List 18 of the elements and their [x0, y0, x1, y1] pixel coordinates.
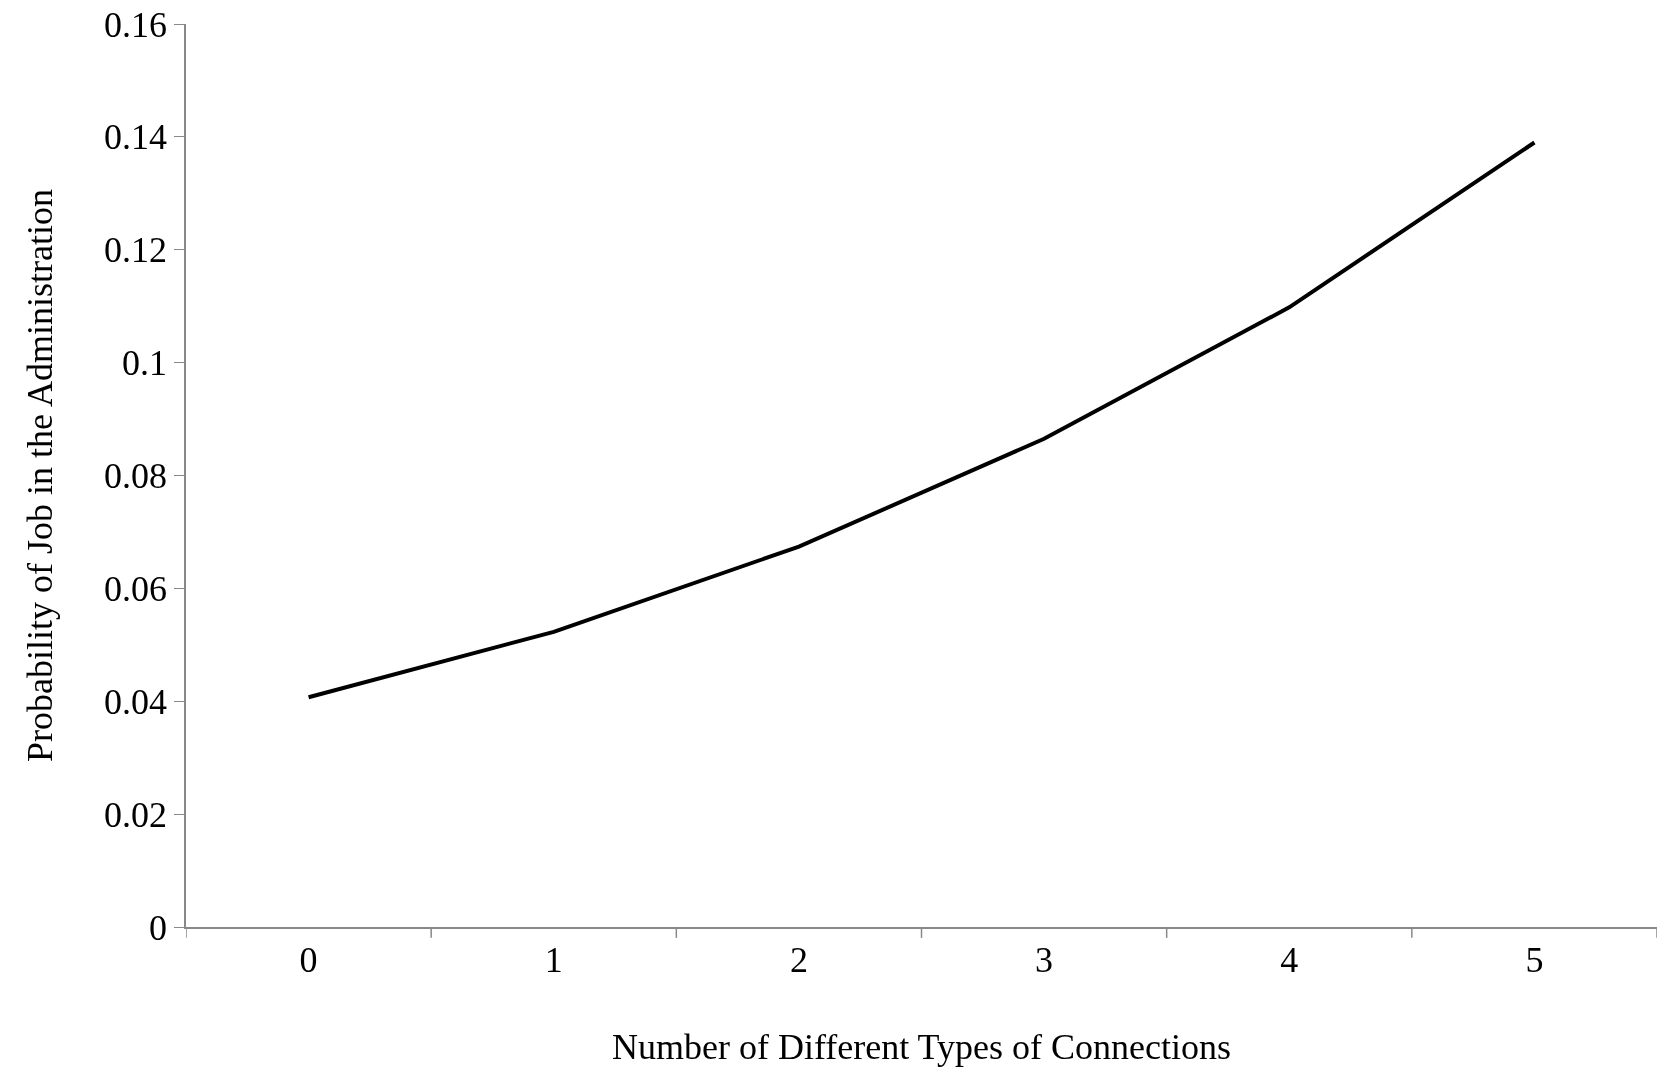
x-tick-label: 0 [299, 939, 318, 980]
y-tick-label: 0.12 [104, 230, 168, 271]
y-tick-label: 0 [149, 907, 168, 948]
y-tick-label: 0.14 [104, 117, 168, 158]
x-tick-label: 4 [1280, 939, 1299, 980]
y-tick-label: 0.08 [104, 456, 168, 497]
y-tick-label: 0.16 [104, 4, 168, 45]
x-tick-label: 1 [544, 939, 563, 980]
x-tick-label: 5 [1525, 939, 1544, 980]
y-tick-label: 0.02 [104, 794, 168, 835]
x-axis-title: Number of Different Types of Connections [611, 1027, 1232, 1068]
y-tick-label: 0.04 [104, 681, 168, 722]
line-series [306, 140, 1537, 700]
y-axis-title: Probability of Job in the Administration [20, 189, 61, 762]
y-tick-label: 0.06 [104, 568, 168, 609]
x-tick-label: 2 [789, 939, 808, 980]
x-tick-label: 3 [1035, 939, 1054, 980]
y-tick-label: 0.1 [122, 343, 168, 384]
